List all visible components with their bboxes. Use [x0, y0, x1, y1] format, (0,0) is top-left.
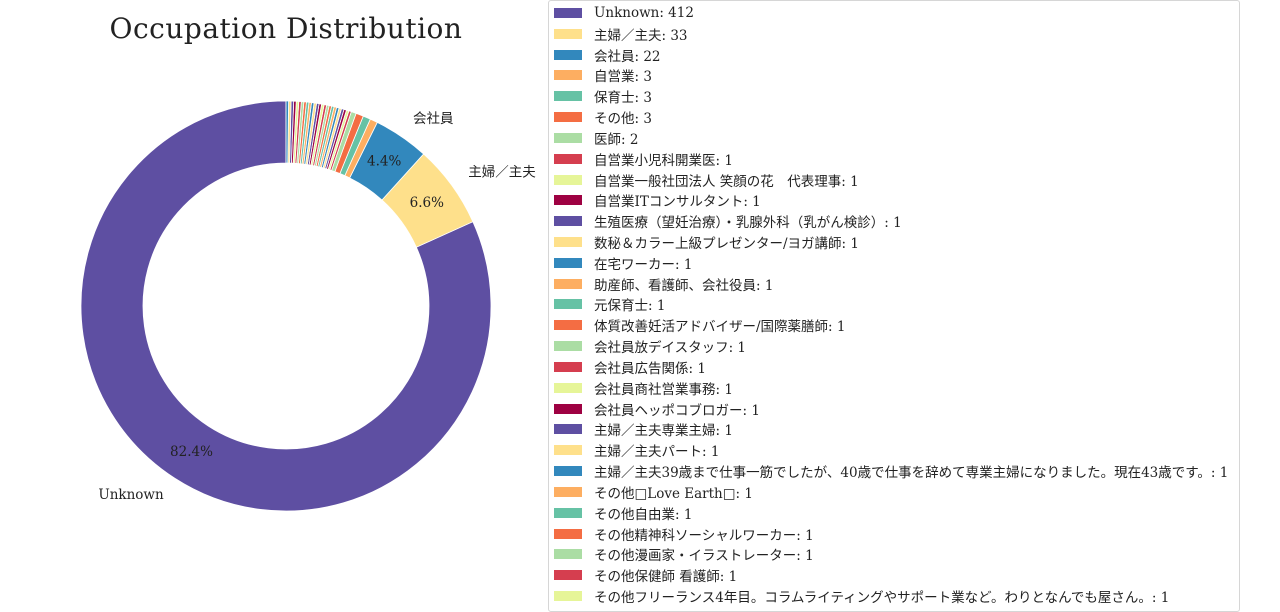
legend-swatch	[554, 341, 582, 352]
legend-entry: 数秘＆カラー上級プレゼンター/ヨガ講師: 1	[554, 232, 859, 252]
legend-entry: 会社員ヘッポコブロガー: 1	[554, 399, 760, 419]
legend-swatch	[554, 257, 582, 268]
legend-label: 会社員放デイスタッフ: 1	[594, 340, 747, 357]
legend-swatch	[554, 278, 582, 289]
legend-label: 会社員: 22	[594, 48, 661, 65]
legend-swatch	[554, 507, 582, 518]
legend-label: 会社員ヘッポコブロガー: 1	[594, 402, 760, 419]
legend-swatch	[554, 132, 582, 143]
legend-swatch	[554, 174, 582, 185]
legend-swatch	[554, 445, 582, 456]
legend-entry: その他漫画家・イラストレーター: 1	[554, 544, 814, 564]
donut-chart: Unknown 主婦／主夫 会社員 82.4% 6.6% 4.4%	[80, 100, 536, 512]
legend-entry: 保育士: 3	[554, 86, 652, 106]
legend-label: 主婦／主夫専業主婦: 1	[594, 423, 733, 440]
slice-percent-label: 6.6%	[410, 195, 444, 211]
legend-entry: その他精神科ソーシャルワーカー: 1	[554, 524, 814, 544]
legend-swatch	[554, 361, 582, 372]
legend-swatch	[554, 237, 582, 248]
legend-label: その他フリーランス4年目。コラムライティングやサポート業など。わりとなんでも屋さ…	[594, 589, 1170, 606]
legend-label: 数秘＆カラー上級プレゼンター/ヨガ講師: 1	[594, 236, 859, 253]
legend-entry: 自営業ITコンサルタント: 1	[554, 190, 761, 210]
legend-entry: その他フリーランス4年目。コラムライティングやサポート業など。わりとなんでも屋さ…	[554, 586, 1169, 606]
legend-swatch	[554, 299, 582, 310]
legend-label: その他□Love Earth□: 1	[594, 485, 753, 502]
legend-swatch	[554, 320, 582, 331]
legend-swatch	[554, 424, 582, 435]
legend-swatch	[554, 112, 582, 123]
legend-label: 自営業一般社団法人 笑顔の花 代表理事: 1	[594, 173, 859, 190]
legend-swatch	[554, 195, 582, 206]
legend-entry: 会社員広告関係: 1	[554, 357, 706, 377]
legend-entry: その他□Love Earth□: 1	[554, 482, 753, 502]
legend-label: 元保育士: 1	[594, 298, 666, 315]
legend-swatch	[554, 382, 582, 393]
legend-label: 主婦／主夫パート: 1	[594, 444, 720, 461]
legend-entry: 会社員: 22	[554, 45, 661, 65]
legend-swatch	[554, 28, 582, 39]
legend-swatch	[554, 8, 582, 18]
slice-percent-label: 82.4%	[170, 444, 213, 460]
legend-entry: 自営業: 3	[554, 65, 652, 85]
legend-swatch	[554, 466, 582, 477]
legend-label: 医師: 2	[594, 131, 639, 148]
legend-swatch	[554, 486, 582, 497]
slice-outer-label: 主婦／主夫	[468, 164, 536, 181]
legend-label: 保育士: 3	[594, 90, 652, 107]
legend-label: 主婦／主夫39歳まで仕事一筋でしたが、40歳で仕事を辞めて専業主婦になりました。…	[594, 465, 1229, 482]
legend-swatch	[554, 49, 582, 60]
chart-legend: Unknown: 412 主婦／主夫: 33 会社員: 22 自営業: 3 保育士: 3…	[548, 0, 1240, 612]
legend-label: その他漫画家・イラストレーター: 1	[594, 548, 814, 565]
legend-entry: 医師: 2	[554, 128, 638, 148]
legend-label: 生殖医療（望妊治療）・乳腺外科（乳がん検診）: 1	[594, 215, 902, 232]
legend-label: その他精神科ソーシャルワーカー: 1	[594, 527, 814, 544]
legend-label: 体質改善妊活アドバイザー/国際薬膳師: 1	[594, 319, 846, 336]
legend-label: 自営業小児科開業医: 1	[594, 152, 733, 169]
legend-swatch	[554, 590, 582, 601]
slice-percent-label: 4.4%	[367, 154, 401, 170]
legend-label: 会社員商社営業事務: 1	[594, 381, 733, 398]
donut-slice	[285, 100, 289, 164]
legend-swatch	[554, 216, 582, 227]
legend-label: その他: 3	[594, 111, 652, 128]
legend-swatch	[554, 70, 582, 81]
legend-entry: 生殖医療（望妊治療）・乳腺外科（乳がん検診）: 1	[554, 211, 902, 231]
legend-entry: その他保健師 看護師: 1	[554, 565, 737, 585]
legend-label: Unknown: 412	[594, 5, 694, 21]
legend-entry: 自営業一般社団法人 笑顔の花 代表理事: 1	[554, 170, 859, 190]
legend-label: その他自由業: 1	[594, 506, 693, 523]
legend-entry: 助産師、看護師、会社役員: 1	[554, 274, 773, 294]
legend-label: 主婦／主夫: 33	[594, 27, 688, 44]
legend-label: 助産師、看護師、会社役員: 1	[594, 277, 774, 294]
donut-slice	[80, 100, 492, 512]
legend-swatch	[554, 403, 582, 414]
legend-label: 在宅ワーカー: 1	[594, 256, 693, 273]
legend-label: 自営業ITコンサルタント: 1	[594, 194, 761, 211]
legend-swatch	[554, 549, 582, 560]
slice-outer-label: Unknown	[98, 487, 164, 503]
legend-entry: 会社員放デイスタッフ: 1	[554, 336, 746, 356]
legend-entry: 主婦／主夫: 33	[554, 24, 688, 44]
slice-outer-label: 会社員	[413, 111, 454, 127]
legend-swatch	[554, 91, 582, 102]
legend-label: 会社員広告関係: 1	[594, 360, 706, 377]
legend-entry: 主婦／主夫パート: 1	[554, 440, 719, 460]
legend-entry: その他自由業: 1	[554, 503, 692, 523]
legend-swatch	[554, 570, 582, 581]
legend-label: その他保健師 看護師: 1	[594, 569, 738, 586]
legend-entry: その他: 3	[554, 107, 652, 127]
legend-entry: 主婦／主夫39歳まで仕事一筋でしたが、40歳で仕事を辞めて専業主婦になりました。…	[554, 461, 1228, 481]
legend-entry: 体質改善妊活アドバイザー/国際薬膳師: 1	[554, 315, 845, 335]
legend-entry: 会社員商社営業事務: 1	[554, 378, 733, 398]
legend-label: 自営業: 3	[594, 69, 652, 86]
chart-title: Occupation Distribution	[109, 12, 463, 45]
legend-swatch	[554, 528, 582, 539]
legend-swatch	[554, 153, 582, 164]
legend-entry: 自営業小児科開業医: 1	[554, 149, 733, 169]
legend-entry: Unknown: 412	[554, 3, 694, 23]
legend-entry: 主婦／主夫専業主婦: 1	[554, 419, 733, 439]
legend-entry: 在宅ワーカー: 1	[554, 253, 692, 273]
legend-entry: 元保育士: 1	[554, 294, 665, 314]
